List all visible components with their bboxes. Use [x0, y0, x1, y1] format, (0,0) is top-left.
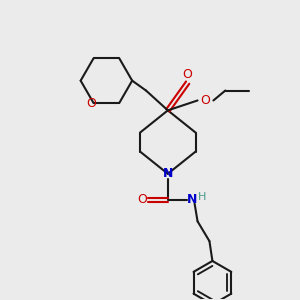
Text: O: O	[183, 68, 193, 81]
Text: O: O	[200, 94, 210, 107]
Text: O: O	[87, 98, 97, 110]
Text: O: O	[137, 193, 147, 206]
Text: H: H	[198, 192, 207, 202]
Text: N: N	[186, 193, 197, 206]
Text: N: N	[163, 167, 173, 180]
